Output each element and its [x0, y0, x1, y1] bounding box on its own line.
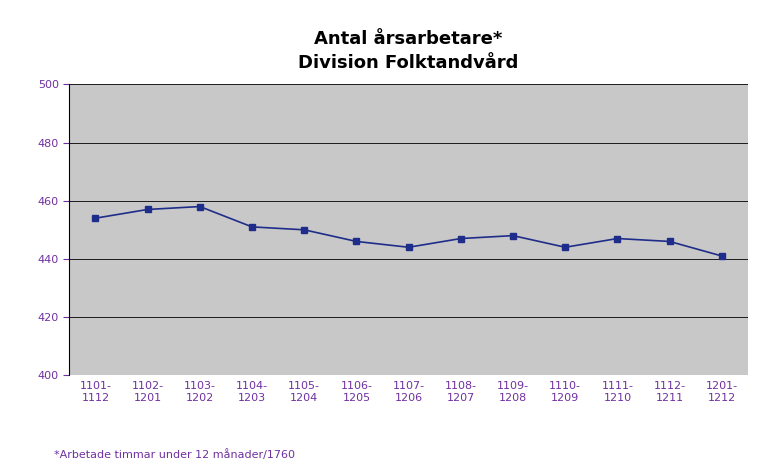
Text: *Arbetade timmar under 12 månader/1760: *Arbetade timmar under 12 månader/1760 [54, 449, 295, 460]
Title: Antal årsarbetare*
Division Folktandvård: Antal årsarbetare* Division Folktandvård [298, 30, 519, 72]
